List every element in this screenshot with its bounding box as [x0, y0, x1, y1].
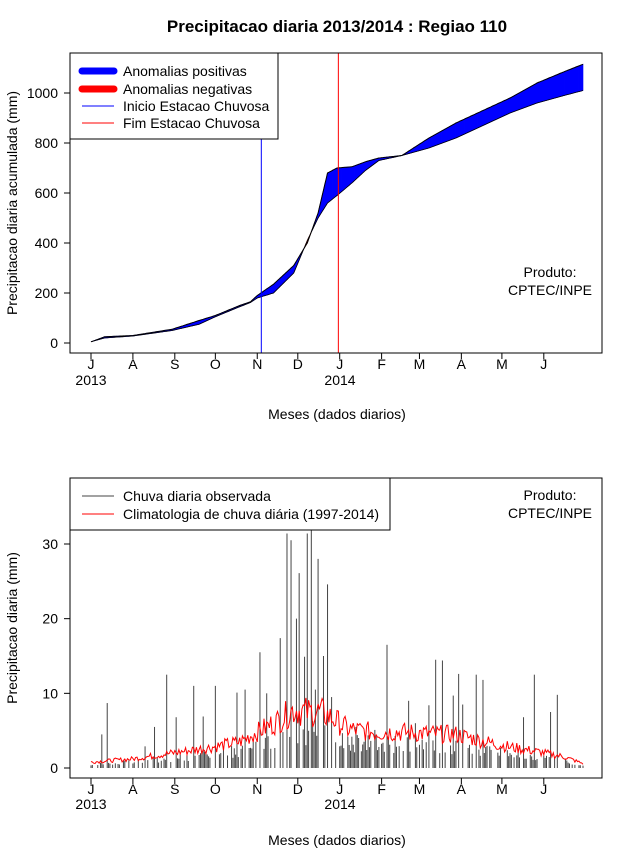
x-tick-label: S — [170, 781, 179, 797]
y-tick-label: 10 — [42, 685, 58, 701]
x-tick-label: J — [88, 356, 95, 372]
x-tick-label: O — [210, 356, 221, 372]
year-label: 2014 — [324, 796, 355, 812]
annotation-line: CPTEC/INPE — [508, 505, 592, 521]
positive-anomaly-band — [581, 63, 584, 92]
legend-label: Fim Estacao Chuvosa — [123, 115, 260, 131]
x-tick-label: J — [336, 781, 343, 797]
x-axis-label: Meses (dados diarios) — [268, 832, 406, 848]
legend-label: Chuva diaria observada — [123, 488, 271, 504]
observed-cumulative-line — [90, 63, 584, 343]
legend-label: Climatologia de chuva diária (1997-2014) — [123, 506, 379, 522]
y-tick-label: 400 — [35, 235, 59, 251]
legend-label: Inicio Estacao Chuvosa — [123, 98, 270, 114]
climatology-cumulative-line — [90, 90, 584, 343]
y-tick-label: 20 — [42, 611, 58, 627]
legend: Anomalias positivas Anomalias negativas … — [69, 52, 279, 140]
y-axis-label: Precipitacao diaria (mm) — [4, 552, 20, 704]
plot-frame — [69, 52, 603, 354]
y-tick-label: 0 — [50, 760, 58, 776]
y-tick-label: 600 — [35, 185, 59, 201]
x-tick-label: M — [414, 781, 426, 797]
x-tick-label: F — [377, 356, 386, 372]
x-tick-label: M — [496, 356, 508, 372]
x-tick-label: J — [540, 781, 547, 797]
x-tick-label: A — [457, 356, 467, 372]
x-tick-label: O — [210, 781, 221, 797]
y-tick-label: 30 — [42, 536, 58, 552]
climatology-line — [90, 696, 584, 765]
x-tick-label: M — [414, 356, 426, 372]
y-tick-label: 800 — [35, 135, 59, 151]
x-tick-label: D — [293, 356, 303, 372]
x-tick-label: M — [496, 781, 508, 797]
year-label: 2013 — [75, 796, 106, 812]
x-tick-label: D — [293, 781, 303, 797]
y-tick-label: 0 — [50, 335, 58, 351]
y-axis-label: Precipitacao diaria acumulada (mm) — [4, 91, 20, 315]
legend-label: Anomalias positivas — [123, 63, 247, 79]
cumulative-chart: 0 200 400 600 800 1000 J A S O N D J F M A M J Anomalias… — [4, 52, 603, 422]
y-tick-label: 200 — [35, 285, 59, 301]
year-label: 2013 — [75, 372, 106, 388]
annotation-line: CPTEC/INPE — [508, 282, 592, 298]
x-axis-label: Meses (dados diarios) — [268, 406, 406, 422]
legend-box — [69, 52, 279, 140]
legend-label: Anomalias negativas — [123, 81, 252, 97]
x-tick-label: S — [170, 356, 179, 372]
daily-rain-chart: 0 10 20 30 J A S O N D J F M A M J Chuva diaria observ… — [4, 477, 603, 848]
legend-box — [69, 477, 391, 531]
annotation-line: Produto: — [524, 264, 577, 280]
x-tick-label: F — [377, 781, 386, 797]
x-tick-label: J — [540, 356, 547, 372]
year-label: 2014 — [324, 372, 355, 388]
x-tick-label: N — [252, 781, 262, 797]
x-tick-label: A — [128, 356, 138, 372]
x-tick-label: A — [457, 781, 467, 797]
x-tick-label: A — [128, 781, 138, 797]
x-tick-label: J — [88, 781, 95, 797]
x-tick-label: N — [252, 356, 262, 372]
figure-title: Precipitacao diaria 2013/2014 : Regiao 1… — [167, 17, 507, 36]
x-tick-label: J — [336, 356, 343, 372]
annotation-line: Produto: — [524, 487, 577, 503]
y-tick-label: 1000 — [27, 85, 58, 101]
legend: Chuva diaria observada Climatologia de c… — [69, 477, 391, 531]
